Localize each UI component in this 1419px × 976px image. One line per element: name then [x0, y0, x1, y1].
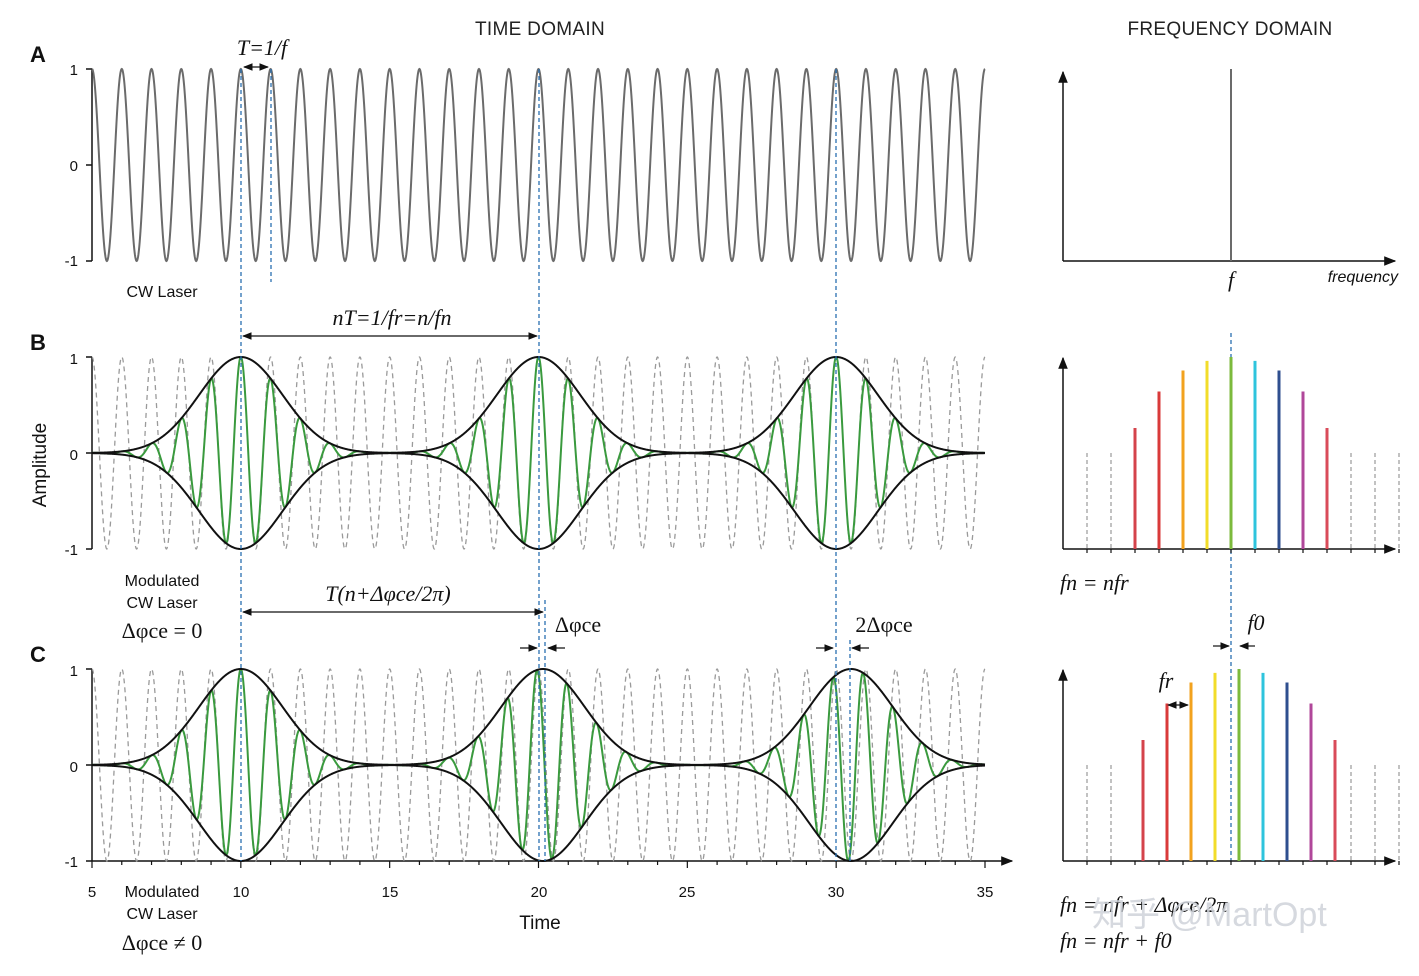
period-label: T=1/f — [237, 35, 290, 60]
pulse-spacing-label-c: T(n+Δφce/2π) — [325, 581, 450, 606]
freq-axes-a — [1058, 70, 1397, 266]
guide-lines — [240, 69, 1232, 861]
y-tick: -1 — [65, 854, 78, 871]
y-tick: 0 — [70, 759, 78, 776]
y-tick: 1 — [70, 62, 78, 79]
y-tick: 0 — [70, 447, 78, 464]
fr-label: fr — [1159, 668, 1174, 693]
cw-laser-caption: CW Laser — [126, 284, 198, 301]
x-tick: 5 — [88, 884, 96, 901]
x-tick: 30 — [828, 884, 845, 901]
y-ticks-a: 1 0 -1 — [65, 62, 78, 270]
f0-label: f0 — [1247, 610, 1264, 635]
y-tick: 1 — [70, 663, 78, 680]
frequency-comb-b — [1086, 357, 1400, 553]
amplitude-axis-label: Amplitude — [30, 423, 51, 508]
modulated-caption-c1: Modulated — [125, 884, 200, 901]
freq-axes-b — [1058, 356, 1397, 554]
x-tick: 20 — [531, 884, 548, 901]
x-tick: 25 — [679, 884, 696, 901]
watermark: 知乎 @MartOpt — [1092, 896, 1327, 934]
frequency-domain-heading: FREQUENCY DOMAIN — [1127, 19, 1332, 40]
y-tick: 1 — [70, 351, 78, 368]
modulated-caption-b1: Modulated — [125, 573, 200, 590]
panel-letter-c: C — [30, 642, 46, 667]
freq-axes-c — [1058, 668, 1397, 866]
freq-formula-c1: fn = nfr + Δφce/2π — [1060, 892, 1228, 917]
panel-letter-a: A — [30, 42, 46, 67]
x-tick-marks — [91, 861, 986, 868]
phase-label-c: Δφce ≠ 0 — [122, 930, 202, 955]
y-tick: -1 — [65, 542, 78, 559]
freq-formula-b: fn = nfr — [1060, 570, 1129, 595]
x-tick: 35 — [977, 884, 994, 901]
time-domain-heading: TIME DOMAIN — [475, 19, 605, 40]
x-tick-labels: 5 10 15 20 25 30 35 — [88, 884, 994, 901]
modulated-caption-b2: CW Laser — [126, 595, 198, 612]
pulse-spacing-label-b: nT=1/fr=n/fn — [333, 305, 452, 330]
x-tick: 15 — [382, 884, 399, 901]
phase-shift-label-1: Δφce — [555, 612, 601, 637]
y-ticks-b: 1 0 -1 — [65, 351, 78, 559]
freq-formula-c2: fn = nfr + f0 — [1060, 928, 1172, 953]
x-tick: 10 — [233, 884, 250, 901]
phase-label-b: Δφce = 0 — [122, 618, 203, 643]
frequency-comb-c — [1086, 669, 1400, 865]
y-tick: -1 — [65, 253, 78, 270]
phase-shift-label-2: 2Δφce — [855, 612, 912, 637]
frequency-marker: f — [1228, 267, 1237, 292]
panel-letter-b: B — [30, 330, 46, 355]
frequency-axis-label: frequency — [1328, 269, 1399, 286]
time-axis-label: Time — [519, 913, 561, 934]
y-tick-marks — [86, 68, 92, 862]
modulated-caption-c2: CW Laser — [126, 906, 198, 923]
y-ticks-c: 1 0 -1 — [65, 663, 78, 871]
y-tick: 0 — [70, 158, 78, 175]
